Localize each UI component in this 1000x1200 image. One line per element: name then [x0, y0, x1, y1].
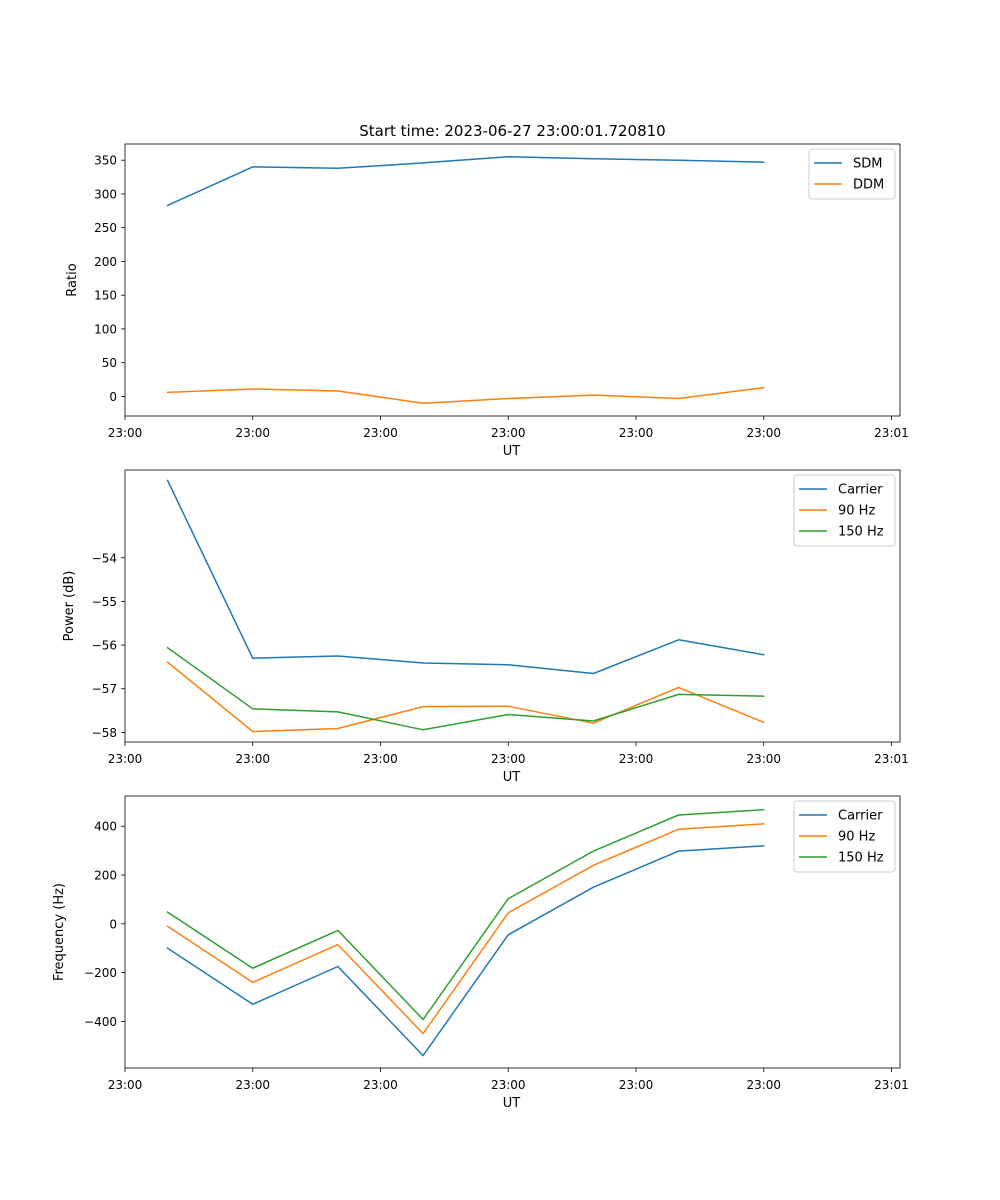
y-tick-label: −56 — [92, 639, 117, 653]
axes-frame — [124, 469, 901, 743]
x-tick-label: 23:00 — [363, 752, 398, 766]
legend-label: 150 Hz — [838, 851, 884, 866]
y-axis-label: Frequency (Hz) — [52, 883, 67, 981]
series-line-90-hz — [166, 661, 765, 733]
y-tick-label: 100 — [94, 322, 117, 336]
x-axis-label: UT — [503, 1096, 521, 1111]
legend-box — [808, 148, 896, 200]
x-tick-label: 23:00 — [235, 426, 270, 440]
x-axis-label: UT — [503, 444, 521, 459]
y-tick-label: 200 — [94, 255, 117, 269]
legend: Carrier 90 Hz 150 Hz — [793, 800, 896, 873]
series-line-carrier — [166, 845, 765, 1057]
y-tick-label: 250 — [94, 221, 117, 235]
legend-label: Carrier — [838, 483, 883, 498]
x-tick-label: 23:00 — [619, 1078, 654, 1092]
panel-3: 23:00 23:00 23:00 23:00 23:00 23:00 23:01 −400 −… — [52, 795, 909, 1111]
x-tick-label: 23:01 — [874, 752, 909, 766]
legend: Carrier 90 Hz 150 Hz — [793, 474, 896, 547]
axes-frame — [124, 143, 901, 417]
x-tick-label: 23:00 — [235, 1078, 270, 1092]
x-tick-label: 23:00 — [108, 1078, 143, 1092]
legend-label: DDM — [853, 178, 884, 193]
legend-label: Carrier — [838, 809, 883, 824]
plot-lines — [166, 808, 765, 1057]
legend-box — [793, 474, 896, 547]
y-tick-label: 0 — [109, 390, 117, 404]
x-tick-label: 23:01 — [874, 426, 909, 440]
series-line-150-hz — [166, 646, 765, 731]
legend-label: 90 Hz — [838, 830, 875, 845]
x-tick-label: 23:00 — [746, 426, 781, 440]
panel-2: 23:00 23:00 23:00 23:00 23:00 23:00 23:01 −58 −5… — [62, 469, 909, 785]
y-tick-label: −57 — [92, 682, 117, 696]
y-tick-label: −55 — [92, 595, 117, 609]
x-axis-label: UT — [503, 770, 521, 785]
y-tick-label: 0 — [109, 917, 117, 931]
legend-box — [793, 800, 896, 873]
series-line-sdm — [166, 156, 765, 207]
panel-1: 23:00 23:00 23:00 23:00 23:00 23:00 23:01 0 50 10… — [65, 143, 909, 459]
y-tick-label: −58 — [92, 726, 117, 740]
y-tick-label: 150 — [94, 289, 117, 303]
x-tick-label: 23:00 — [235, 752, 270, 766]
x-tick-label: 23:00 — [108, 752, 143, 766]
x-tick-label: 23:00 — [491, 752, 526, 766]
y-axis-label: Ratio — [65, 263, 80, 296]
x-tick-label: 23:00 — [746, 1078, 781, 1092]
series-line-150-hz — [166, 808, 765, 1021]
series-line-90-hz — [166, 823, 765, 1035]
y-tick-label: 400 — [94, 820, 117, 834]
legend: SDM DDM — [808, 148, 896, 200]
y-tick-label: −54 — [92, 551, 117, 565]
series-line-ddm — [166, 386, 765, 404]
legend-label: 150 Hz — [838, 525, 884, 540]
y-tick-label: −200 — [84, 966, 117, 980]
x-tick-label: 23:00 — [491, 426, 526, 440]
x-tick-label: 23:00 — [363, 426, 398, 440]
x-tick-label: 23:01 — [874, 1078, 909, 1092]
x-tick-label: 23:00 — [363, 1078, 398, 1092]
legend-label: 90 Hz — [838, 504, 875, 519]
y-tick-label: 350 — [94, 154, 117, 168]
y-tick-label: 200 — [94, 869, 117, 883]
figure-title: Start time: 2023-06-27 23:00:01.720810 — [359, 122, 665, 140]
x-tick-label: 23:00 — [619, 426, 654, 440]
x-tick-label: 23:00 — [491, 1078, 526, 1092]
y-tick-label: −400 — [84, 1015, 117, 1029]
series-line-carrier — [166, 479, 765, 675]
y-tick-label: 50 — [102, 356, 117, 370]
panels: 23:00 23:00 23:00 23:00 23:00 23:00 23:01 0 50 10… — [52, 143, 909, 1111]
plot-lines — [166, 156, 765, 404]
y-axis-label: Power (dB) — [62, 571, 77, 642]
x-tick-label: 23:00 — [619, 752, 654, 766]
plot-lines — [166, 479, 765, 733]
x-tick-label: 23:00 — [746, 752, 781, 766]
y-tick-label: 300 — [94, 187, 117, 201]
axes-frame — [124, 795, 901, 1069]
x-tick-label: 23:00 — [108, 426, 143, 440]
legend-label: SDM — [853, 157, 882, 172]
